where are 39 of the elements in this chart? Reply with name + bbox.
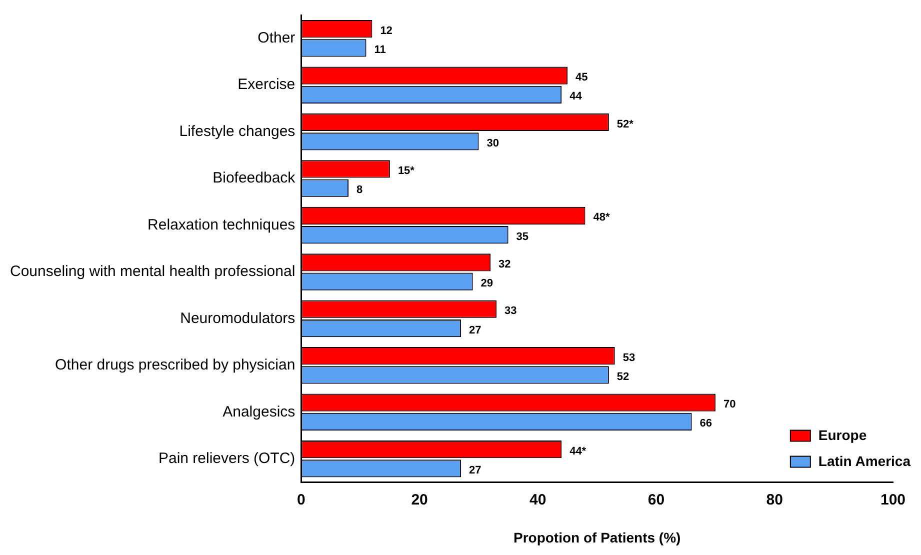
y-tick-label: Counseling with mental health professional [10, 263, 296, 280]
data-label: 66 [700, 418, 712, 430]
x-tick-label: 80 [766, 491, 783, 508]
data-label: 52* [616, 118, 634, 130]
y-tick-label: Exercise [238, 76, 296, 94]
data-label: 44* [570, 445, 587, 458]
data-label: 30 [486, 137, 499, 150]
data-label: 35 [516, 230, 529, 243]
y-tick-label: Pain relievers (OTC) [158, 450, 296, 467]
y-tick-label: Other [258, 30, 296, 46]
y-tick-label: Biofeedback [212, 170, 296, 187]
y-tick-label: Neuromodulators [180, 310, 296, 327]
data-label: 29 [480, 278, 494, 290]
data-label: 52 [616, 371, 630, 384]
x-tick-label: 0 [296, 491, 306, 508]
x-tick-label: 20 [411, 491, 428, 508]
data-label: 27 [468, 324, 482, 336]
x-tick-label: 100 [880, 491, 906, 508]
y-tick-label: Other drugs prescribed by physician [55, 356, 296, 374]
y-tick-label: Relaxation techniques [148, 216, 296, 234]
data-label: 45 [575, 72, 588, 84]
data-label: 32 [498, 258, 511, 270]
legend-label: Europe [818, 427, 867, 444]
y-tick-label: Lifestyle changes [179, 122, 296, 140]
data-label: 33 [504, 305, 517, 318]
legend-label: Latin America [818, 453, 911, 470]
x-tick-label: 40 [530, 491, 546, 508]
data-label: 70 [723, 398, 736, 411]
data-label: 53 [622, 352, 636, 364]
data-label: 48* [593, 212, 610, 224]
data-label: 12 [380, 24, 392, 37]
y-tick-label: Analgesics [222, 403, 296, 420]
x-tick-label: 60 [648, 491, 665, 508]
data-label: 15* [398, 164, 416, 177]
x-axis-title: Propotion of Patients (%) [513, 529, 681, 546]
data-label: 11 [374, 44, 386, 56]
data-label: 27 [468, 464, 482, 476]
data-label: 8 [356, 184, 363, 196]
data-label: 44 [570, 90, 583, 103]
